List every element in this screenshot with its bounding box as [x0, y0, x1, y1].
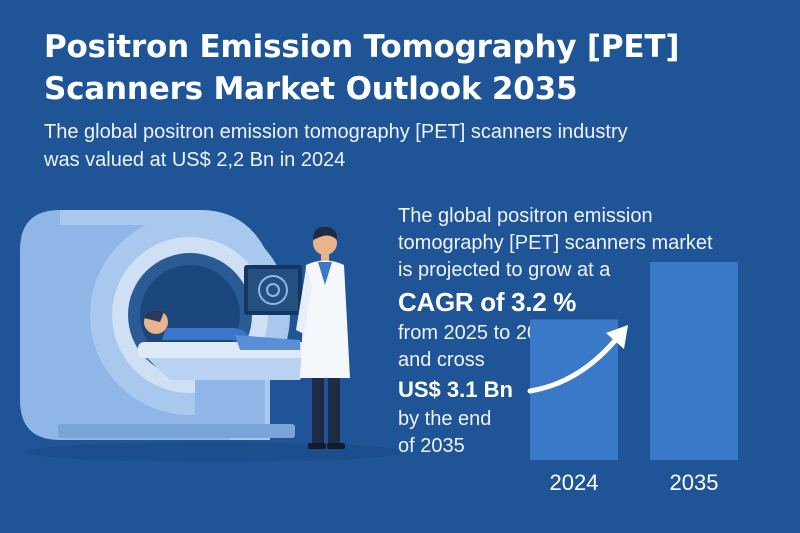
projection-line-7: of 2035: [398, 435, 465, 457]
market-value: US$ 3.1 Bn: [398, 377, 513, 402]
projection-line-4: from 2025 to 2035: [398, 322, 561, 344]
projection-line-6: by the end: [398, 408, 492, 430]
projection-line-2: tomography [PET] scanners market: [398, 232, 713, 254]
growth-arrow-icon: [527, 325, 628, 394]
bar-2035: [650, 261, 738, 460]
title-line-2: Scanners Market Outlook 2035: [44, 71, 578, 107]
doctor-icon: [296, 226, 350, 449]
projection-line-3: is projected to grow at a: [398, 259, 611, 281]
intro-text: The global positron emission tomography …: [44, 118, 784, 174]
patient-icon: [144, 310, 300, 350]
market-bar-chart: 2024 2035: [530, 261, 738, 495]
intro-line-1: The global positron emission tomography …: [44, 121, 628, 143]
projection-line-1: The global positron emission: [398, 205, 653, 227]
intro-line-2: was valued at US$ 2,2 Bn in 2024: [44, 149, 346, 171]
monitor-icon: [244, 265, 302, 315]
page-title: Positron Emission Tomography [PET] Scann…: [44, 26, 764, 110]
title-line-1: Positron Emission Tomography [PET]: [44, 29, 680, 65]
cagr-value: CAGR of 3.2 %: [398, 287, 577, 317]
tick-label-2024: 2024: [550, 470, 599, 495]
tick-label-2035: 2035: [670, 470, 719, 495]
projection-line-5: and cross: [398, 349, 485, 371]
pet-scanner-illustration: [20, 210, 400, 462]
projection-text: The global positron emission tomography …: [398, 203, 758, 460]
